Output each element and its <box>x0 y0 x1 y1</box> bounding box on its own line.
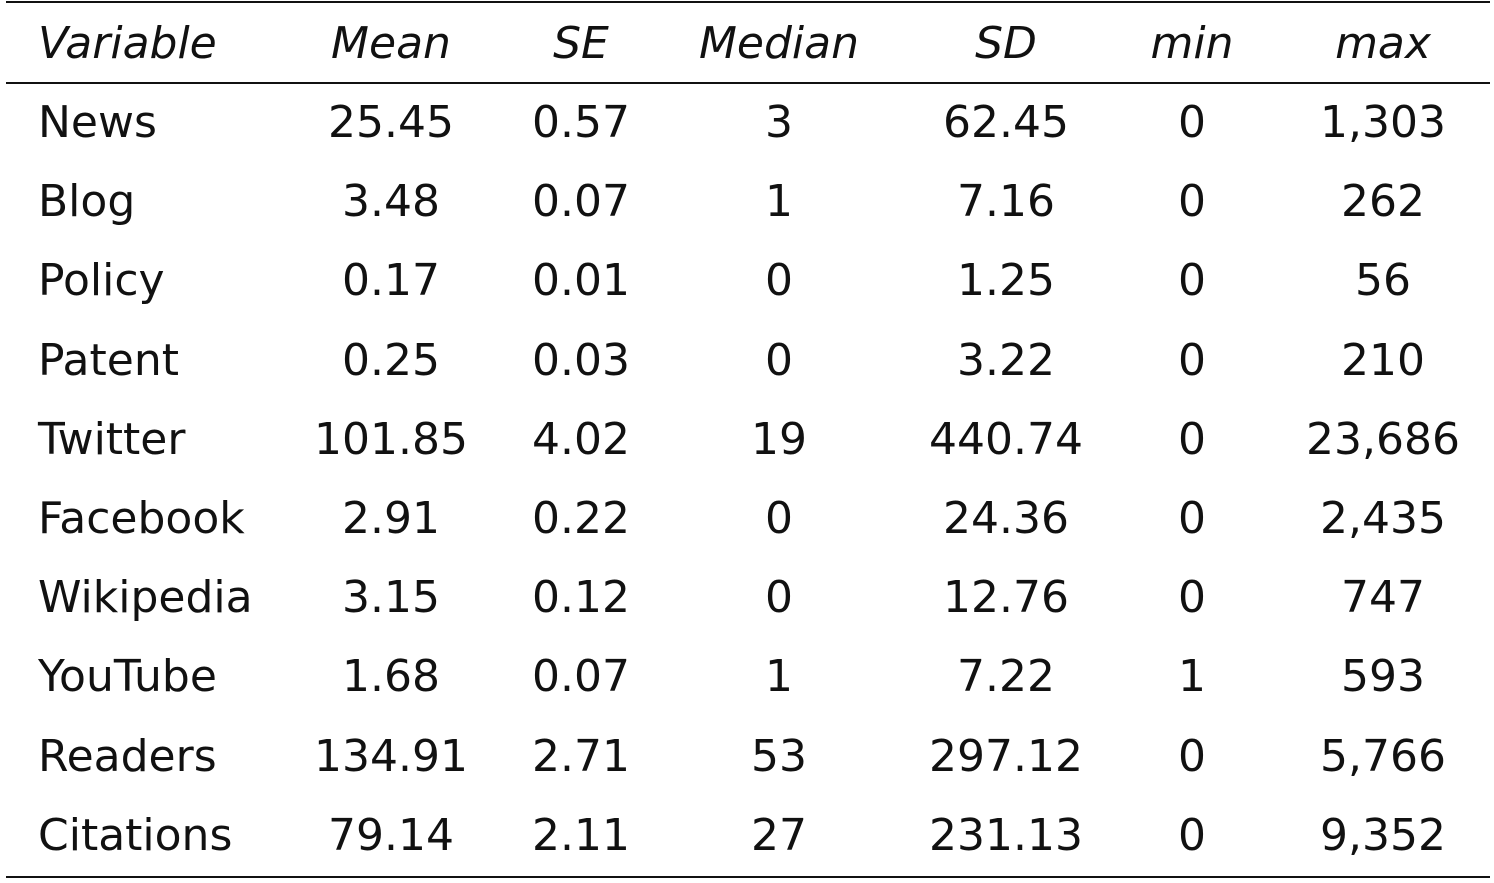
cell-variable: Citations <box>38 809 233 861</box>
table-row: Readers 134.91 2.71 53 297.12 0 5,766 <box>6 717 1490 796</box>
cell-mean: 3.48 <box>342 176 440 228</box>
cell-median: 0 <box>765 493 793 545</box>
cell-variable: News <box>38 97 157 149</box>
cell-variable: Wikipedia <box>38 572 253 624</box>
cell-mean: 101.85 <box>314 413 468 465</box>
cell-median: 3 <box>765 97 793 149</box>
cell-se: 0.03 <box>532 334 630 386</box>
cell-max: 210 <box>1341 334 1425 386</box>
cell-median: 1 <box>765 176 793 228</box>
cell-median: 27 <box>751 809 807 861</box>
bottom-rule <box>6 876 1490 878</box>
cell-median: 0 <box>765 572 793 624</box>
cell-mean: 0.25 <box>342 334 440 386</box>
cell-max: 23,686 <box>1306 413 1460 465</box>
cell-min: 1 <box>1178 651 1206 703</box>
cell-variable: Blog <box>38 176 136 228</box>
cell-sd: 24.36 <box>943 493 1069 545</box>
header-row: Variable Mean SE Median SD min max <box>6 3 1490 83</box>
header-min: min <box>1150 17 1234 69</box>
table-row: Wikipedia 3.15 0.12 0 12.76 0 747 <box>6 558 1490 637</box>
table-row: YouTube 1.68 0.07 1 7.22 1 593 <box>6 637 1490 716</box>
cell-mean: 79.14 <box>328 809 454 861</box>
cell-mean: 25.45 <box>328 97 454 149</box>
header-se: SE <box>553 17 609 69</box>
cell-min: 0 <box>1178 730 1206 782</box>
cell-mean: 134.91 <box>314 730 468 782</box>
cell-median: 0 <box>765 255 793 307</box>
table-row: Twitter 101.85 4.02 19 440.74 0 23,686 <box>6 400 1490 479</box>
cell-max: 747 <box>1341 572 1425 624</box>
cell-variable: Readers <box>38 730 217 782</box>
cell-sd: 12.76 <box>943 572 1069 624</box>
cell-se: 2.11 <box>532 809 630 861</box>
cell-se: 4.02 <box>532 413 630 465</box>
table-row: Citations 79.14 2.11 27 231.13 0 9,352 <box>6 796 1490 875</box>
cell-max: 56 <box>1355 255 1411 307</box>
cell-se: 0.01 <box>532 255 630 307</box>
cell-se: 0.07 <box>532 651 630 703</box>
cell-sd: 1.25 <box>957 255 1055 307</box>
cell-mean: 0.17 <box>342 255 440 307</box>
cell-sd: 7.22 <box>957 651 1055 703</box>
cell-sd: 297.12 <box>929 730 1083 782</box>
cell-median: 53 <box>751 730 807 782</box>
header-median: Median <box>698 17 860 69</box>
cell-sd: 231.13 <box>929 809 1083 861</box>
cell-min: 0 <box>1178 176 1206 228</box>
cell-max: 262 <box>1341 176 1425 228</box>
cell-sd: 440.74 <box>929 413 1083 465</box>
cell-min: 0 <box>1178 413 1206 465</box>
cell-se: 0.12 <box>532 572 630 624</box>
table-row: Blog 3.48 0.07 1 7.16 0 262 <box>6 162 1490 241</box>
cell-min: 0 <box>1178 97 1206 149</box>
cell-sd: 7.16 <box>957 176 1055 228</box>
cell-max: 9,352 <box>1320 809 1446 861</box>
cell-min: 0 <box>1178 334 1206 386</box>
header-mean: Mean <box>331 17 451 69</box>
statistics-table-container: Variable Mean SE Median SD min max News … <box>6 0 1490 883</box>
table-row: Policy 0.17 0.01 0 1.25 0 56 <box>6 241 1490 320</box>
header-max: max <box>1335 17 1431 69</box>
cell-variable: YouTube <box>38 651 217 703</box>
cell-mean: 2.91 <box>342 493 440 545</box>
cell-max: 593 <box>1341 651 1425 703</box>
table-row: Facebook 2.91 0.22 0 24.36 0 2,435 <box>6 479 1490 558</box>
cell-sd: 3.22 <box>957 334 1055 386</box>
cell-variable: Twitter <box>38 413 186 465</box>
header-rule <box>6 82 1490 84</box>
cell-median: 0 <box>765 334 793 386</box>
cell-variable: Facebook <box>38 493 245 545</box>
cell-se: 0.07 <box>532 176 630 228</box>
cell-max: 5,766 <box>1320 730 1446 782</box>
descriptive-statistics-table: Variable Mean SE Median SD min max News … <box>6 3 1490 875</box>
cell-se: 0.22 <box>532 493 630 545</box>
table-row: News 25.45 0.57 3 62.45 0 1,303 <box>6 83 1490 162</box>
table-row: Patent 0.25 0.03 0 3.22 0 210 <box>6 321 1490 400</box>
cell-max: 1,303 <box>1320 97 1446 149</box>
header-sd: SD <box>975 17 1037 69</box>
cell-min: 0 <box>1178 572 1206 624</box>
cell-min: 0 <box>1178 809 1206 861</box>
cell-se: 0.57 <box>532 97 630 149</box>
cell-sd: 62.45 <box>943 97 1069 149</box>
cell-median: 1 <box>765 651 793 703</box>
cell-mean: 1.68 <box>342 651 440 703</box>
cell-min: 0 <box>1178 255 1206 307</box>
cell-variable: Patent <box>38 334 179 386</box>
cell-median: 19 <box>751 413 807 465</box>
cell-se: 2.71 <box>532 730 630 782</box>
cell-variable: Policy <box>38 255 165 307</box>
cell-max: 2,435 <box>1320 493 1446 545</box>
top-rule <box>6 1 1490 3</box>
header-variable: Variable <box>38 17 217 69</box>
cell-mean: 3.15 <box>342 572 440 624</box>
cell-min: 0 <box>1178 493 1206 545</box>
